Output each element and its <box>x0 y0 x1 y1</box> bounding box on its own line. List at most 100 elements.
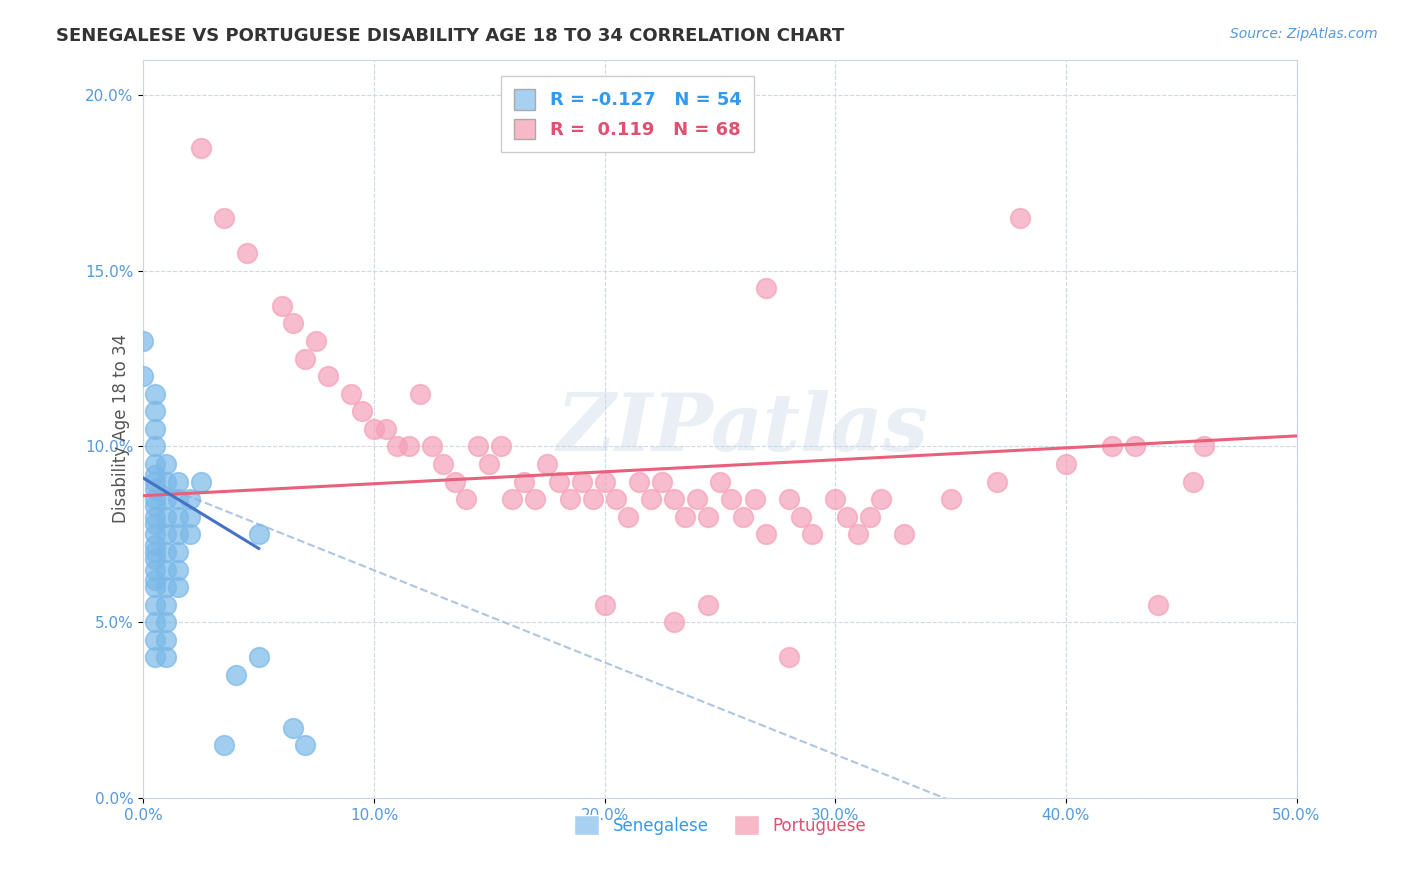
Point <box>662 615 685 630</box>
Point <box>1123 440 1146 454</box>
Point <box>283 721 305 735</box>
Point <box>270 299 292 313</box>
Point <box>456 492 478 507</box>
Point <box>536 457 558 471</box>
Point <box>143 580 166 594</box>
Point <box>651 475 673 489</box>
Point <box>155 457 177 471</box>
Point <box>1008 211 1031 225</box>
Point <box>155 598 177 612</box>
Point <box>593 598 616 612</box>
Point <box>398 440 420 454</box>
Point <box>1054 457 1077 471</box>
Point <box>755 281 778 295</box>
Point <box>190 475 212 489</box>
Point <box>432 457 454 471</box>
Point <box>870 492 893 507</box>
Point <box>155 615 177 630</box>
Point <box>662 492 685 507</box>
Point <box>340 386 363 401</box>
Point <box>143 615 166 630</box>
Point <box>709 475 731 489</box>
Point <box>143 538 166 552</box>
Point <box>755 527 778 541</box>
Point <box>673 509 696 524</box>
Point <box>893 527 915 541</box>
Text: Source: ZipAtlas.com: Source: ZipAtlas.com <box>1230 27 1378 41</box>
Y-axis label: Disability Age 18 to 34: Disability Age 18 to 34 <box>111 334 129 524</box>
Point <box>547 475 569 489</box>
Point <box>489 440 512 454</box>
Point <box>582 492 605 507</box>
Point <box>316 369 339 384</box>
Point <box>294 351 316 366</box>
Point <box>236 246 259 260</box>
Point <box>778 650 800 665</box>
Point <box>859 509 882 524</box>
Point <box>731 509 754 524</box>
Point <box>571 475 593 489</box>
Point <box>697 509 720 524</box>
Text: ZIPatlas: ZIPatlas <box>557 390 929 467</box>
Point <box>155 545 177 559</box>
Point <box>501 492 523 507</box>
Point <box>720 492 742 507</box>
Point <box>789 509 811 524</box>
Point <box>167 475 190 489</box>
Point <box>143 527 166 541</box>
Point <box>143 552 166 566</box>
Point <box>179 509 201 524</box>
Point <box>640 492 662 507</box>
Point <box>1147 598 1170 612</box>
Point <box>1194 440 1216 454</box>
Point <box>363 422 385 436</box>
Point <box>305 334 328 348</box>
Point <box>143 404 166 418</box>
Point <box>605 492 627 507</box>
Point <box>155 563 177 577</box>
Point <box>1181 475 1204 489</box>
Point <box>628 475 651 489</box>
Point <box>467 440 489 454</box>
Point <box>167 527 190 541</box>
Point <box>143 573 166 587</box>
Point <box>294 739 316 753</box>
Point <box>558 492 581 507</box>
Point <box>593 475 616 489</box>
Point <box>225 668 247 682</box>
Point <box>167 580 190 594</box>
Point <box>155 580 177 594</box>
Point <box>801 527 824 541</box>
Point <box>179 492 201 507</box>
Point <box>143 500 166 514</box>
Text: SENEGALESE VS PORTUGUESE DISABILITY AGE 18 TO 34 CORRELATION CHART: SENEGALESE VS PORTUGUESE DISABILITY AGE … <box>56 27 845 45</box>
Point <box>939 492 962 507</box>
Point <box>143 650 166 665</box>
Point <box>167 509 190 524</box>
Point <box>143 440 166 454</box>
Point <box>744 492 766 507</box>
Point <box>835 509 858 524</box>
Point <box>478 457 501 471</box>
Point <box>167 563 190 577</box>
Point <box>143 509 166 524</box>
Point <box>179 527 201 541</box>
Point <box>352 404 374 418</box>
Point <box>143 545 166 559</box>
Point <box>132 369 155 384</box>
Point <box>143 386 166 401</box>
Point <box>143 457 166 471</box>
Point <box>443 475 465 489</box>
Point <box>155 650 177 665</box>
Point <box>247 527 270 541</box>
Point <box>132 334 155 348</box>
Point <box>143 482 166 496</box>
Point <box>143 516 166 531</box>
Point <box>143 475 166 489</box>
Point <box>778 492 800 507</box>
Point <box>143 632 166 647</box>
Point <box>155 492 177 507</box>
Point <box>824 492 846 507</box>
Point <box>374 422 396 436</box>
Point <box>143 422 166 436</box>
